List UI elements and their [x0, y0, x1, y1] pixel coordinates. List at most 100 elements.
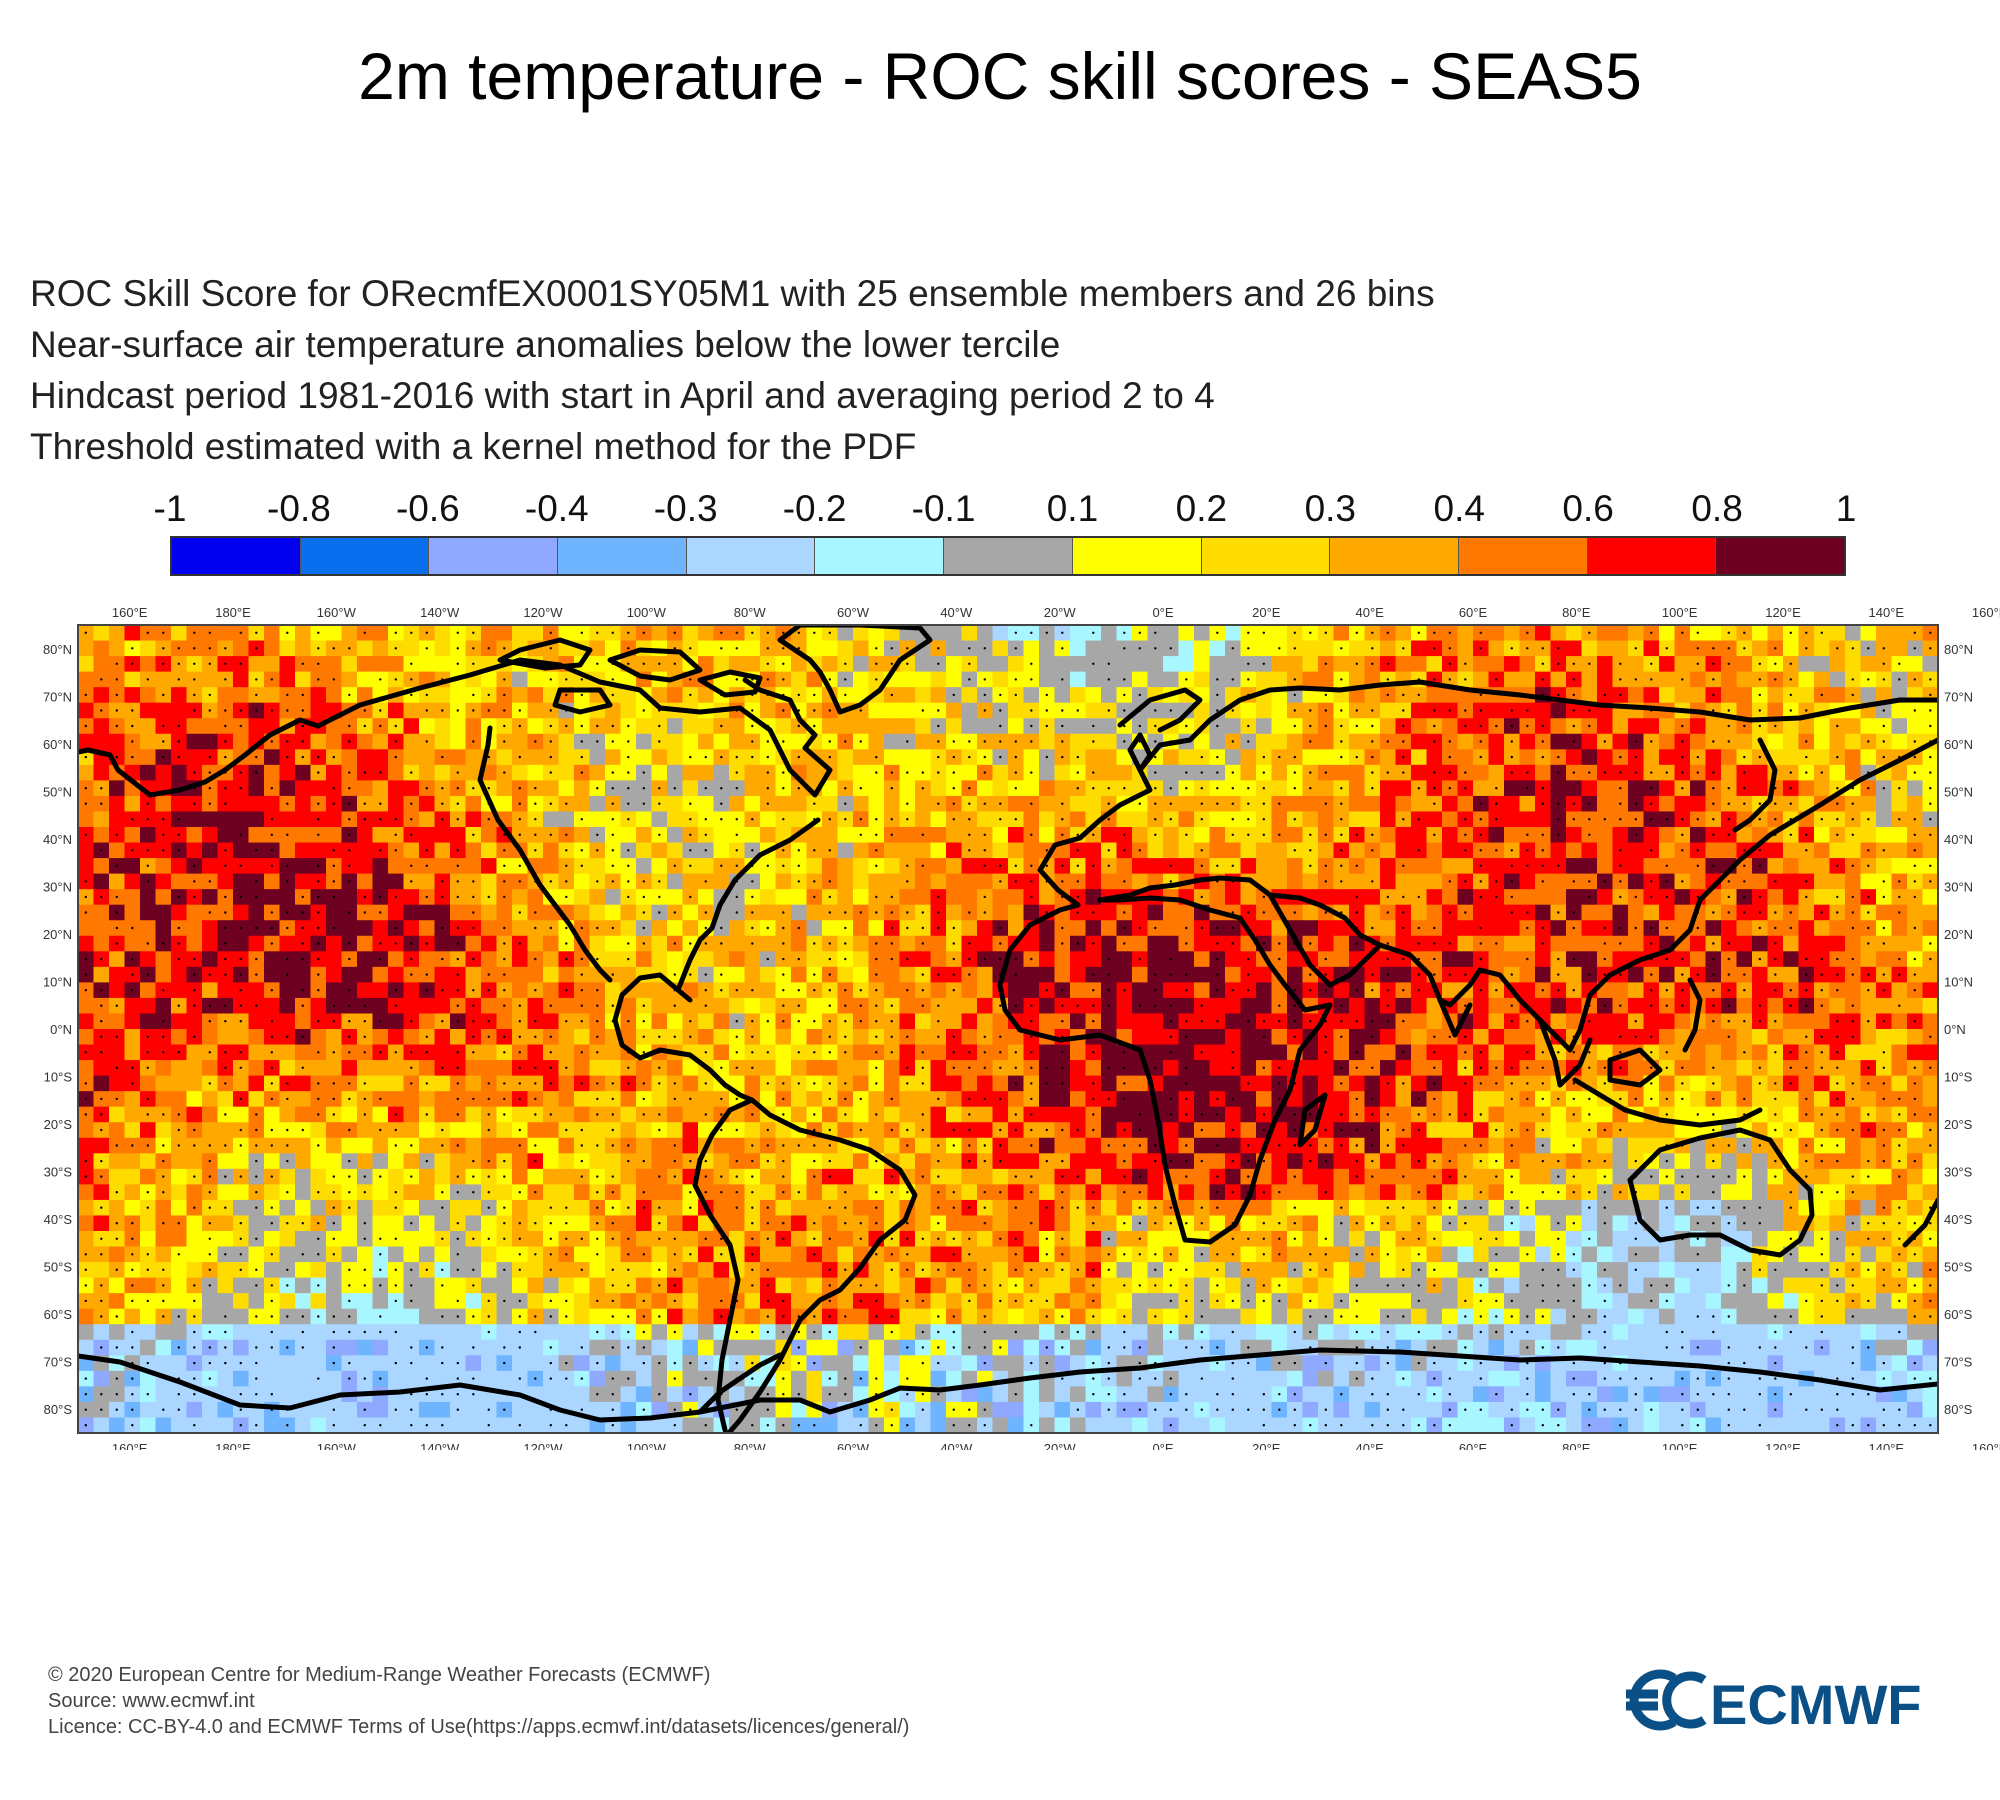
lat-tick-label: 40°S — [1944, 1212, 1973, 1227]
lat-tick-label: 80°S — [44, 1402, 73, 1417]
coast-alaska-west — [78, 717, 321, 798]
lon-tick-label: 80°E — [1562, 605, 1591, 620]
lat-tick-label: 10°N — [43, 975, 72, 990]
colorbar-segment — [558, 538, 687, 574]
lon-tick-label: 160°E — [1972, 1441, 2000, 1450]
colorbar-label: -1 — [153, 488, 187, 529]
page-title: 2m temperature - ROC skill scores - SEAS… — [358, 39, 1642, 113]
lon-tick-label: 160°E — [112, 605, 148, 620]
coast-japan — [1732, 737, 1778, 833]
colorbar-segment — [815, 538, 945, 574]
logo-text: ECMWF — [1710, 1673, 1922, 1732]
licence-text: Licence: CC-BY-4.0 and ECMWF Terms of Us… — [48, 1716, 910, 1738]
colorbar-label: -0.6 — [395, 488, 460, 529]
lat-tick-label: 60°S — [44, 1307, 73, 1322]
coast-madagascar — [1297, 1092, 1328, 1148]
subtitle-line-3: Hindcast period 1981-2016 with start in … — [30, 375, 1215, 416]
coast-arctic-islands — [497, 637, 763, 715]
coast-india-seasia — [1437, 977, 1763, 1128]
lat-tick-label: 0°N — [50, 1022, 72, 1037]
lon-tick-label: 0°E — [1152, 1441, 1173, 1450]
lon-tick-label: 180°E — [215, 605, 251, 620]
coast-antarctica — [78, 1347, 1938, 1423]
lat-tick-label: 30°S — [1944, 1165, 1973, 1180]
colorbar-label: -0.2 — [782, 488, 847, 529]
lat-tick-label: 60°N — [1944, 737, 1973, 752]
lon-tick-label: 100°W — [627, 605, 667, 620]
subtitle-line-1: ROC Skill Score for ORecmfEX0001SY05M1 w… — [30, 273, 1435, 314]
ecmwf-logo: ECMWF — [1626, 1669, 1922, 1732]
colorbar-segment — [300, 538, 430, 574]
lon-tick-label: 120°W — [523, 605, 563, 620]
lat-tick-label: 80°N — [1944, 642, 1973, 657]
lon-tick-label: 20°W — [1044, 605, 1077, 620]
lat-tick-label: 60°S — [1944, 1307, 1973, 1322]
coast-europe-asia — [1037, 679, 1938, 1053]
colorbar-label: 0.2 — [1175, 488, 1228, 529]
lat-tick-label: 40°S — [44, 1212, 73, 1227]
colorbar-label: 0.4 — [1433, 488, 1485, 529]
colorbar-label: -0.8 — [267, 488, 331, 529]
lon-tick-label: 100°E — [1662, 1441, 1698, 1450]
lat-tick-label: 20°S — [44, 1117, 73, 1132]
lat-tick-label: 10°S — [1944, 1070, 1973, 1085]
coast-new-zealand — [1902, 1197, 1938, 1248]
colorbar-label: -0.4 — [524, 488, 589, 529]
colorbar-label: -0.1 — [911, 488, 976, 529]
lon-tick-label: 100°E — [1662, 605, 1698, 620]
lon-tick-label: 60°E — [1459, 605, 1488, 620]
lon-tick-label: 160°E — [112, 1441, 148, 1450]
skill-score-map: 160°E 180°E 160°W 140°W 120°W 100°W 80°W 60°W 40… — [43, 605, 2000, 1450]
lon-tick-label: 20°E — [1252, 605, 1281, 620]
subtitle-line-2: Near-surface air temperature anomalies b… — [30, 324, 1061, 365]
map-frame — [77, 624, 1939, 1434]
colorbar-segment — [944, 538, 1073, 574]
lon-tick-label: 120°W — [523, 1441, 563, 1450]
lat-tick-label: 20°N — [1944, 927, 1973, 942]
lat-tick-label: 40°N — [43, 832, 72, 847]
lon-tick-label: 160°W — [317, 605, 357, 620]
lon-tick-label: 100°W — [627, 1441, 667, 1450]
lat-tick-label: 20°S — [1944, 1117, 1973, 1132]
lon-tick-label: 120°E — [1765, 1441, 1801, 1450]
lon-tick-label: 40°E — [1356, 1441, 1385, 1450]
colorbar-labels: -1 -0.8 -0.6 -0.4 -0.3 -0.2 -0.1 0.1 0.2 0.3 0.4 0.… — [154, 488, 1857, 538]
footer: © 2020 European Centre for Medium-Range … — [48, 1662, 909, 1740]
coast-greenland — [777, 625, 933, 715]
lon-tick-label: 140°E — [1869, 605, 1905, 620]
lon-tick-label: 40°W — [940, 1441, 973, 1450]
lat-tick-label: 20°N — [43, 927, 72, 942]
lon-tick-label: 20°E — [1252, 1441, 1281, 1450]
lon-tick-label: 160°W — [317, 1441, 357, 1450]
colorbar-segment — [1201, 538, 1331, 574]
lat-tick-label: 50°N — [1944, 784, 1973, 799]
colorbar-label: -0.3 — [653, 488, 718, 529]
colorbar-label: 0.6 — [1562, 488, 1614, 529]
lat-tick-label: 70°N — [43, 689, 72, 704]
coast-south-america — [692, 1097, 918, 1433]
subtitle-line-4: Threshold estimated with a kernel method… — [30, 426, 917, 467]
lat-tick-label: 30°S — [44, 1165, 73, 1180]
copyright-text: © 2020 European Centre for Medium-Range … — [48, 1664, 711, 1686]
lon-labels-bottom: 160°E 180°E 160°W 140°W 120°W 100°W 80°W 60°W 40… — [112, 1441, 2000, 1450]
map-cells — [78, 625, 1938, 1433]
colorbar — [170, 536, 1846, 576]
lon-tick-label: 180°E — [215, 1441, 251, 1450]
source-text: Source: www.ecmwf.int — [48, 1690, 255, 1712]
lat-tick-label: 50°N — [43, 784, 72, 799]
lon-tick-label: 140°W — [420, 605, 460, 620]
lat-tick-label: 0°N — [1944, 1022, 1966, 1037]
lon-tick-label: 160°E — [1972, 605, 2000, 620]
colorbar-segment — [1458, 538, 1588, 574]
lon-labels-top: 160°E 180°E 160°W 140°W 120°W 100°W 80°W 60°W 40… — [112, 605, 2000, 620]
lon-tick-label: 80°E — [1562, 1441, 1591, 1450]
lon-tick-label: 140°W — [420, 1441, 460, 1450]
lon-tick-label: 80°W — [734, 605, 767, 620]
lat-tick-label: 70°S — [44, 1355, 73, 1370]
lat-tick-label: 30°N — [43, 879, 72, 894]
lat-labels-left: 80°N 70°N 60°N 50°N 40°N 30°N 20°N 10°N 0°N 10°S 2… — [43, 642, 72, 1417]
lat-tick-label: 30°N — [1944, 879, 1973, 894]
lon-tick-label: 0°E — [1152, 605, 1173, 620]
coast-uk-scandinavia — [1117, 687, 1203, 773]
lon-tick-label: 80°W — [734, 1441, 767, 1450]
